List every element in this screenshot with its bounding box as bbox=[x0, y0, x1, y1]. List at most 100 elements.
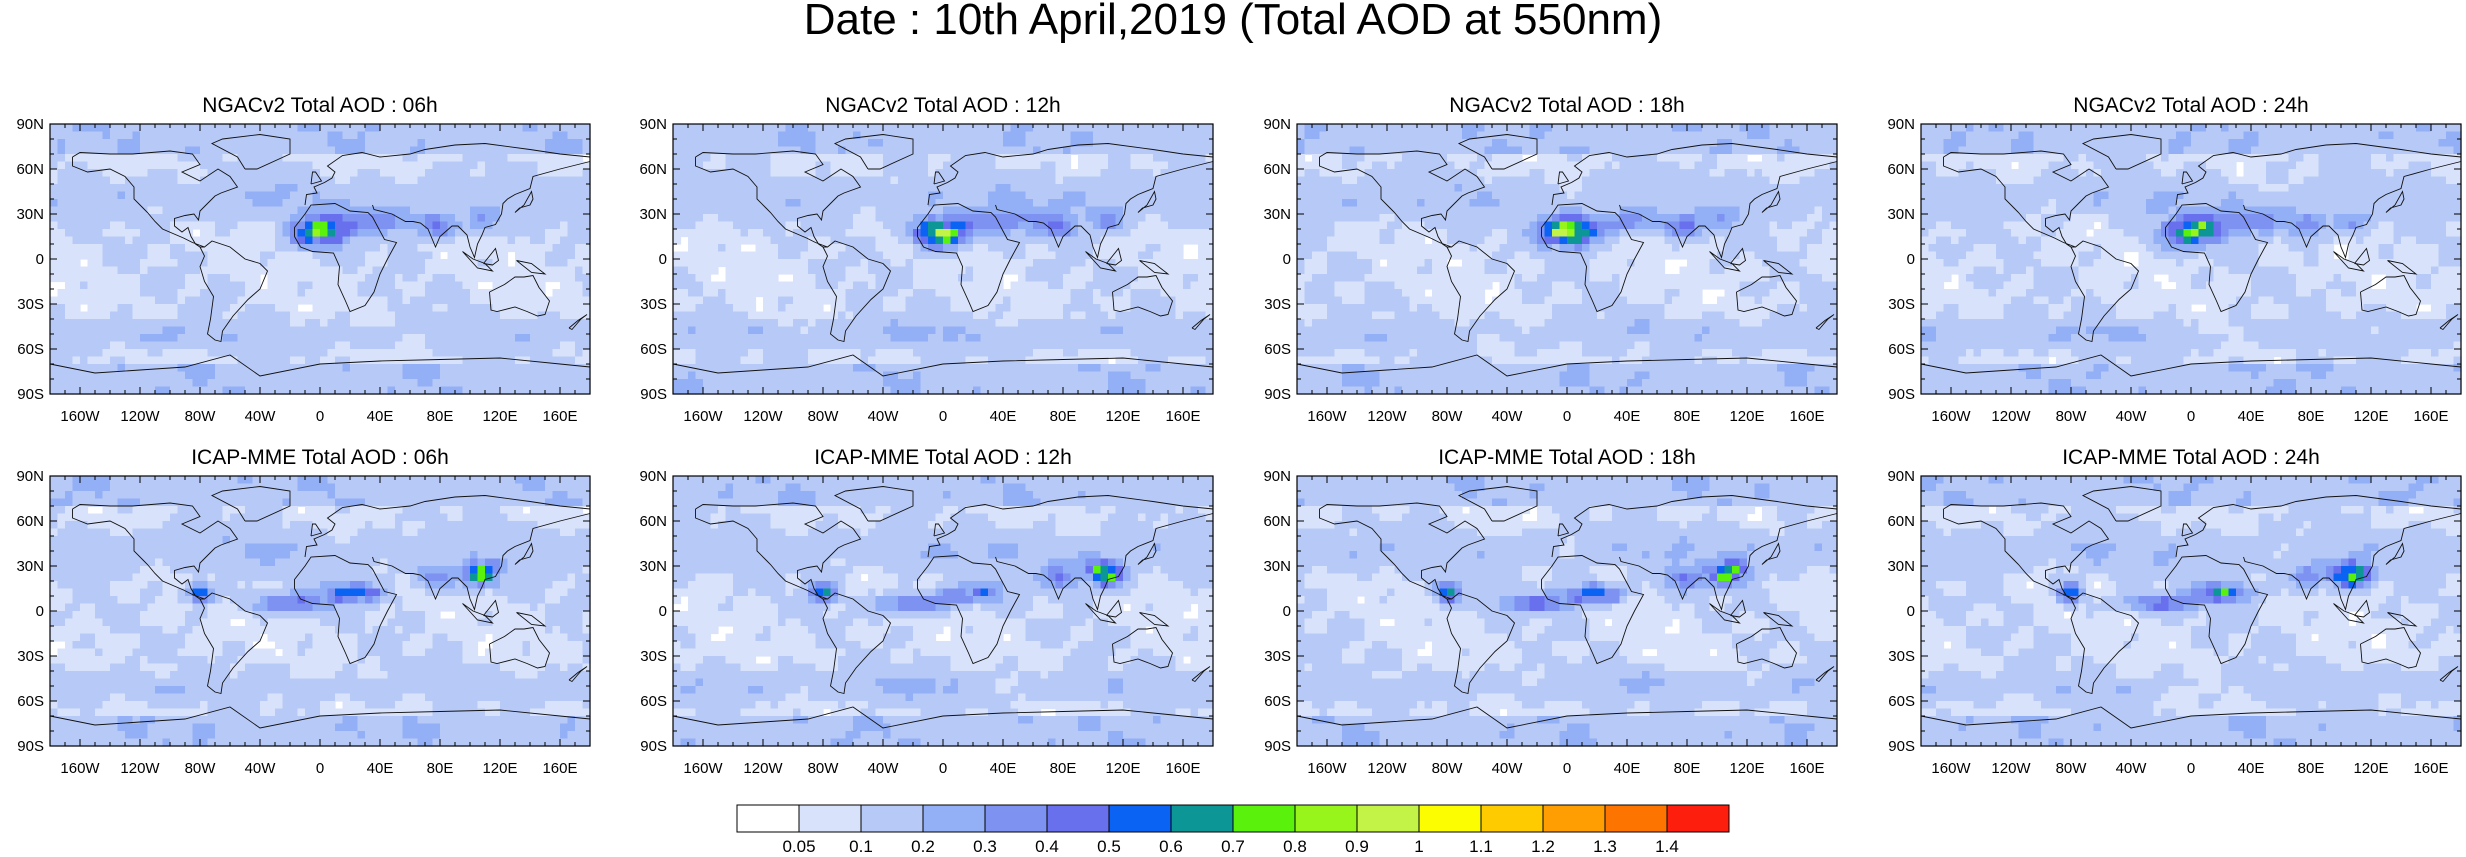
aod-cell bbox=[470, 177, 478, 185]
aod-cell bbox=[425, 327, 433, 335]
aod-cell bbox=[290, 139, 298, 147]
aod-cell bbox=[260, 237, 268, 245]
aod-cell bbox=[163, 222, 171, 230]
aod-cell bbox=[891, 267, 899, 275]
aod-cell bbox=[906, 177, 914, 185]
aod-cell bbox=[1078, 207, 1086, 215]
aod-cell bbox=[500, 147, 508, 155]
aod-cell bbox=[320, 267, 328, 275]
aod-cell bbox=[515, 162, 523, 170]
aod-cell bbox=[410, 259, 418, 267]
aod-cell bbox=[883, 147, 891, 155]
aod-cell bbox=[898, 259, 906, 267]
aod-cell bbox=[1041, 342, 1049, 350]
aod-cell bbox=[560, 357, 568, 365]
aod-cell bbox=[508, 297, 516, 305]
aod-cell bbox=[936, 289, 944, 297]
aod-cell bbox=[711, 139, 719, 147]
aod-cell bbox=[1191, 207, 1199, 215]
aod-cell bbox=[103, 222, 111, 230]
aod-cell bbox=[118, 177, 126, 185]
aod-cell bbox=[1018, 192, 1026, 200]
aod-cell bbox=[673, 154, 681, 162]
aod-cell bbox=[1176, 349, 1184, 357]
aod-cell bbox=[58, 192, 66, 200]
aod-cell bbox=[1033, 282, 1041, 290]
aod-cell bbox=[943, 147, 951, 155]
aod-cell bbox=[73, 154, 81, 162]
aod-cell bbox=[733, 229, 741, 237]
aod-cell bbox=[1071, 319, 1079, 327]
aod-cell bbox=[1018, 304, 1026, 312]
aod-cell bbox=[463, 387, 471, 395]
aod-cell bbox=[568, 387, 576, 395]
aod-cell bbox=[448, 372, 456, 380]
aod-cell bbox=[500, 319, 508, 327]
aod-cell bbox=[973, 169, 981, 177]
aod-cell bbox=[553, 349, 561, 357]
aod-cell bbox=[163, 342, 171, 350]
aod-cell bbox=[455, 199, 463, 207]
aod-cell bbox=[298, 184, 306, 192]
aod-cell bbox=[425, 184, 433, 192]
aod-cell bbox=[763, 192, 771, 200]
aod-cell bbox=[65, 379, 73, 387]
aod-cell bbox=[260, 304, 268, 312]
aod-cell bbox=[816, 319, 824, 327]
aod-cell bbox=[568, 252, 576, 260]
aod-cell bbox=[1101, 154, 1109, 162]
aod-cell bbox=[530, 357, 538, 365]
aod-cell bbox=[275, 282, 283, 290]
aod-cell bbox=[801, 274, 809, 282]
aod-cell bbox=[681, 312, 689, 320]
aod-cell bbox=[335, 192, 343, 200]
aod-cell bbox=[298, 312, 306, 320]
aod-cell bbox=[50, 147, 58, 155]
aod-cell bbox=[290, 349, 298, 357]
aod-cell bbox=[823, 132, 831, 140]
aod-cell bbox=[1206, 349, 1214, 357]
aod-cell bbox=[403, 334, 411, 342]
aod-cell bbox=[328, 334, 336, 342]
aod-cell bbox=[95, 207, 103, 215]
aod-cell bbox=[1101, 132, 1109, 140]
aod-cell bbox=[1071, 267, 1079, 275]
aod-cell bbox=[403, 139, 411, 147]
aod-cell bbox=[1183, 192, 1191, 200]
aod-cell bbox=[786, 237, 794, 245]
aod-cell bbox=[891, 139, 899, 147]
aod-cell bbox=[726, 319, 734, 327]
aod-cell bbox=[305, 297, 313, 305]
aod-cell bbox=[575, 132, 583, 140]
aod-cell bbox=[350, 132, 358, 140]
aod-cell bbox=[365, 229, 373, 237]
aod-cell bbox=[718, 177, 726, 185]
aod-cell bbox=[313, 349, 321, 357]
aod-cell bbox=[283, 124, 291, 132]
aod-cell bbox=[891, 229, 899, 237]
aod-cell bbox=[485, 139, 493, 147]
lat-tick-label: 30S bbox=[4, 296, 44, 313]
aod-cell bbox=[163, 372, 171, 380]
aod-cell bbox=[500, 259, 508, 267]
aod-cell bbox=[320, 282, 328, 290]
aod-cell bbox=[583, 184, 591, 192]
aod-cell bbox=[140, 282, 148, 290]
aod-cell bbox=[80, 372, 88, 380]
aod-cell bbox=[1041, 304, 1049, 312]
aod-cell bbox=[403, 237, 411, 245]
aod-cell bbox=[410, 274, 418, 282]
aod-cell bbox=[320, 289, 328, 297]
aod-cell bbox=[733, 154, 741, 162]
aod-cell bbox=[1071, 297, 1079, 305]
aod-cell bbox=[876, 124, 884, 132]
aod-cell bbox=[831, 154, 839, 162]
aod-cell bbox=[913, 282, 921, 290]
aod-cell bbox=[448, 312, 456, 320]
aod-cell bbox=[1041, 177, 1049, 185]
aod-cell bbox=[1123, 177, 1131, 185]
aod-cell bbox=[1198, 297, 1206, 305]
aod-cell bbox=[831, 139, 839, 147]
aod-cell bbox=[876, 154, 884, 162]
aod-cell bbox=[733, 199, 741, 207]
